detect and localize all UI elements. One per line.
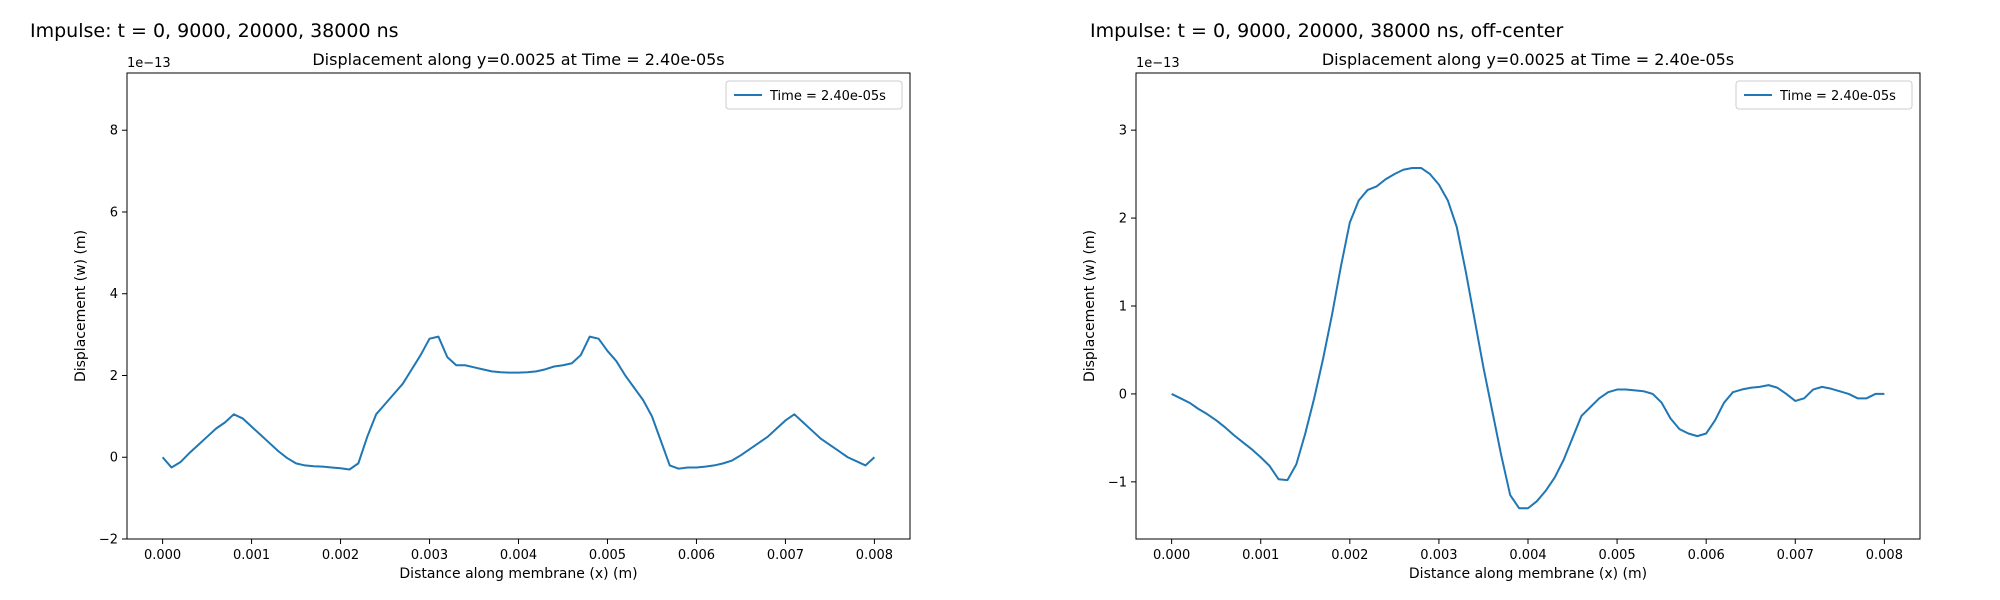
y-tick-label: 6 <box>110 205 118 220</box>
figure-title-left: Impulse: t = 0, 9000, 20000, 38000 ns <box>30 20 399 42</box>
y-axis-label: Displacement (w) (m) <box>1082 230 1098 382</box>
x-tick-label: 0.005 <box>1598 548 1635 563</box>
plot-frame <box>1135 72 1921 540</box>
x-tick-label: 0.003 <box>1420 548 1457 563</box>
y-tick-label: 4 <box>110 287 118 302</box>
x-tick-label: 0.007 <box>767 548 804 563</box>
x-tick-label: 0.002 <box>1331 548 1368 563</box>
x-tick-label: 0.001 <box>1242 548 1279 563</box>
legend-label: Time = 2.40e-05s <box>1779 89 1896 104</box>
y-axis-label: Displacement (w) (m) <box>73 230 89 382</box>
x-tick-label: 0.008 <box>856 548 893 563</box>
y-scale-label: 1e−13 <box>1136 56 1180 71</box>
plot-frame <box>126 72 911 540</box>
y-scale-label: 1e−13 <box>127 56 171 71</box>
chart-left: Displacement along y=0.0025 at Time = 2.… <box>73 50 911 582</box>
x-axis-label: Distance along membrane (x) (m) <box>399 566 637 582</box>
chart-title: Displacement along y=0.0025 at Time = 2.… <box>1322 50 1734 69</box>
y-tick-label: −1 <box>1108 475 1127 490</box>
series-line <box>1171 166 1885 510</box>
y-tick-label: 8 <box>110 124 118 139</box>
x-axis-label: Distance along membrane (x) (m) <box>1409 566 1647 582</box>
x-tick-label: 0.004 <box>500 548 537 563</box>
y-tick-label: 0 <box>110 451 118 466</box>
chart-right: Displacement along y=0.0025 at Time = 2.… <box>1082 50 1921 582</box>
y-tick-label: 3 <box>1119 124 1127 139</box>
y-tick-label: 2 <box>1119 212 1127 227</box>
chart-title: Displacement along y=0.0025 at Time = 2.… <box>312 50 724 69</box>
x-tick-label: 0.006 <box>678 548 715 563</box>
legend-box <box>725 80 903 110</box>
x-tick-label: 0.004 <box>1509 548 1546 563</box>
y-tick-label: 2 <box>110 369 118 384</box>
y-tick-label: 0 <box>1119 387 1127 402</box>
y-tick-label: −2 <box>99 533 118 548</box>
figure-title-right: Impulse: t = 0, 9000, 20000, 38000 ns, o… <box>1090 20 1564 42</box>
x-tick-label: 0.003 <box>411 548 448 563</box>
series-line <box>161 335 876 471</box>
x-tick-label: 0.008 <box>1866 548 1903 563</box>
legend-label: Time = 2.40e-05s <box>769 89 886 104</box>
x-tick-label: 0.000 <box>144 548 181 563</box>
x-tick-label: 0.007 <box>1777 548 1814 563</box>
x-tick-label: 0.001 <box>233 548 270 563</box>
x-tick-label: 0.000 <box>1153 548 1190 563</box>
legend-box <box>1735 80 1913 110</box>
x-tick-label: 0.005 <box>589 548 626 563</box>
x-tick-label: 0.006 <box>1688 548 1725 563</box>
x-tick-label: 0.002 <box>322 548 359 563</box>
y-tick-label: 1 <box>1119 300 1127 315</box>
